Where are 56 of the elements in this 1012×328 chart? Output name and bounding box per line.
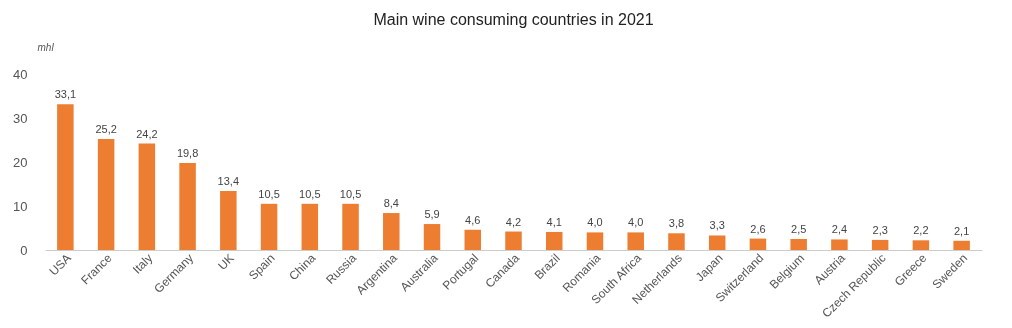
y-tick-label: 30 bbox=[13, 110, 28, 126]
data-label: 10,5 bbox=[339, 187, 362, 200]
data-label: 5,9 bbox=[424, 208, 440, 221]
x-tick-label: UK bbox=[215, 251, 237, 273]
data-label: 13,4 bbox=[217, 175, 240, 188]
bar bbox=[953, 240, 970, 250]
bar bbox=[545, 231, 563, 250]
bar bbox=[912, 240, 930, 250]
data-label: 4,1 bbox=[546, 215, 562, 228]
data-label: 3,8 bbox=[668, 217, 685, 230]
data-label: 2,5 bbox=[791, 223, 807, 235]
data-label: 4,2 bbox=[505, 215, 522, 228]
bar bbox=[464, 229, 482, 250]
data-label: 3,3 bbox=[709, 219, 725, 232]
bar bbox=[668, 233, 685, 250]
data-label: 2,2 bbox=[913, 224, 929, 237]
y-tick-label: 20 bbox=[13, 154, 28, 170]
bar bbox=[301, 203, 319, 250]
bar bbox=[342, 203, 359, 250]
bar bbox=[708, 235, 726, 250]
bar bbox=[627, 232, 644, 250]
x-tick-label: USA bbox=[46, 251, 74, 279]
bar bbox=[179, 162, 196, 250]
data-label: 2,4 bbox=[831, 223, 848, 236]
bar bbox=[749, 238, 767, 250]
bar bbox=[831, 239, 848, 250]
data-label: 2,1 bbox=[953, 224, 970, 237]
y-tick-label: 40 bbox=[13, 66, 28, 82]
bar bbox=[505, 231, 522, 250]
x-tick-label: Italy bbox=[129, 251, 156, 277]
bar bbox=[790, 239, 807, 250]
bar bbox=[871, 239, 889, 250]
bar bbox=[220, 191, 237, 250]
data-label: 10,5 bbox=[299, 187, 321, 200]
data-label: 4,0 bbox=[628, 216, 644, 229]
y-tick-label: 10 bbox=[13, 198, 28, 214]
data-label: 4,0 bbox=[587, 216, 603, 229]
data-label: 25,2 bbox=[95, 123, 117, 136]
chart-title: Main wine consuming countries in 2021 bbox=[373, 11, 654, 28]
y-tick-label: 0 bbox=[20, 242, 28, 258]
bar bbox=[57, 104, 74, 250]
data-label: 2,3 bbox=[872, 223, 888, 236]
y-axis-title: mhl bbox=[37, 41, 55, 53]
data-label: 24,2 bbox=[136, 127, 158, 140]
bar bbox=[260, 203, 278, 250]
bar bbox=[423, 224, 441, 250]
bar bbox=[97, 139, 115, 250]
data-label: 19,8 bbox=[176, 146, 199, 159]
bar bbox=[383, 213, 400, 250]
bar bbox=[138, 143, 156, 250]
data-label: 4,6 bbox=[465, 213, 481, 226]
data-label: 10,5 bbox=[258, 187, 280, 200]
bar bbox=[586, 232, 604, 250]
data-label: 33,1 bbox=[54, 88, 77, 101]
data-label: 2,6 bbox=[750, 222, 766, 235]
data-label: 8,4 bbox=[383, 197, 399, 210]
